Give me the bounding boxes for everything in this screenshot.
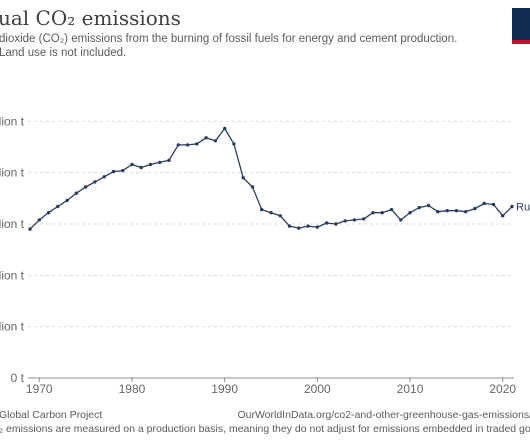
- y-tick-label: llion t: [0, 320, 25, 334]
- data-point[interactable]: [473, 206, 477, 211]
- data-point[interactable]: [213, 139, 218, 143]
- data-point[interactable]: [426, 203, 431, 208]
- data-point[interactable]: [306, 224, 310, 228]
- methodology-note: ₂ emissions are measured on a production…: [0, 423, 530, 435]
- source-link[interactable]: OurWorldInData.org/co2-and-other-greenho…: [237, 409, 530, 421]
- data-point[interactable]: [362, 217, 366, 221]
- gridlines: [28, 120, 514, 328]
- data-point[interactable]: [130, 162, 134, 167]
- data-point[interactable]: [139, 165, 143, 170]
- y-tick-label: 0 t: [11, 371, 25, 385]
- chart-title: ual CO₂ emissions: [0, 6, 181, 30]
- x-tick-label: 1970: [26, 382, 53, 396]
- data-point[interactable]: [37, 218, 41, 222]
- data-point[interactable]: [371, 211, 375, 215]
- x-tick-label: 1990: [211, 382, 238, 396]
- data-point[interactable]: [510, 204, 514, 209]
- data-point[interactable]: [56, 204, 60, 209]
- x-tick-label: 2000: [304, 382, 331, 396]
- series: [28, 126, 514, 231]
- data-point[interactable]: [491, 202, 496, 207]
- y-tick-label: llion t: [0, 268, 25, 282]
- data-point[interactable]: [389, 207, 394, 212]
- data-point[interactable]: [83, 185, 88, 189]
- data-point[interactable]: [417, 205, 421, 210]
- data-point[interactable]: [482, 201, 486, 206]
- data-point[interactable]: [399, 218, 403, 222]
- data-point[interactable]: [195, 142, 199, 146]
- data-point[interactable]: [158, 160, 162, 165]
- data-point[interactable]: [204, 136, 208, 140]
- chart-subtitle: dioxide (CO₂) emissions from the burning…: [0, 33, 458, 59]
- data-point[interactable]: [464, 210, 468, 214]
- data-point[interactable]: [74, 191, 79, 195]
- data-point[interactable]: [278, 214, 282, 218]
- data-point[interactable]: [121, 168, 125, 173]
- data-point[interactable]: [352, 218, 357, 222]
- data-point[interactable]: [250, 185, 255, 189]
- series-label[interactable]: Rus: [516, 202, 530, 214]
- y-tick-label: llion t: [0, 166, 25, 180]
- data-point[interactable]: [454, 209, 459, 213]
- data-point[interactable]: [111, 169, 116, 174]
- x-tick-label: 1980: [119, 382, 146, 396]
- data-point[interactable]: [260, 207, 264, 212]
- data-point[interactable]: [408, 211, 412, 215]
- data-point[interactable]: [324, 221, 329, 225]
- owid-logo-bar: [512, 40, 530, 44]
- data-point[interactable]: [343, 219, 347, 223]
- data-point[interactable]: [445, 209, 449, 213]
- data-point[interactable]: [223, 126, 227, 131]
- data-point[interactable]: [501, 214, 505, 218]
- data-point[interactable]: [269, 211, 273, 215]
- data-point[interactable]: [334, 222, 338, 226]
- labels: 0 t llion t llion t llion t llion t llion t 19…: [0, 114, 530, 396]
- y-tick-label: llion t: [0, 114, 25, 128]
- source-text: Global Carbon Project: [0, 409, 103, 421]
- data-point[interactable]: [28, 227, 32, 231]
- data-point[interactable]: [241, 176, 245, 180]
- data-point[interactable]: [93, 180, 97, 184]
- owid-logo[interactable]: [512, 8, 530, 44]
- y-tick-label: llion t: [0, 217, 25, 231]
- data-point[interactable]: [232, 142, 236, 146]
- data-point[interactable]: [102, 175, 106, 179]
- axes: [28, 377, 514, 382]
- data-point[interactable]: [148, 162, 153, 167]
- data-point[interactable]: [65, 198, 69, 203]
- data-point[interactable]: [380, 211, 384, 215]
- data-point[interactable]: [185, 143, 190, 147]
- data-point[interactable]: [46, 211, 51, 215]
- x-tick-label: 2010: [397, 382, 424, 396]
- data-point[interactable]: [167, 158, 171, 162]
- x-tick-label: 2020: [489, 382, 516, 396]
- data-point[interactable]: [176, 143, 180, 147]
- data-point[interactable]: [315, 225, 319, 229]
- data-point[interactable]: [287, 224, 292, 228]
- data-point[interactable]: [436, 210, 440, 214]
- data-point[interactable]: [297, 226, 301, 230]
